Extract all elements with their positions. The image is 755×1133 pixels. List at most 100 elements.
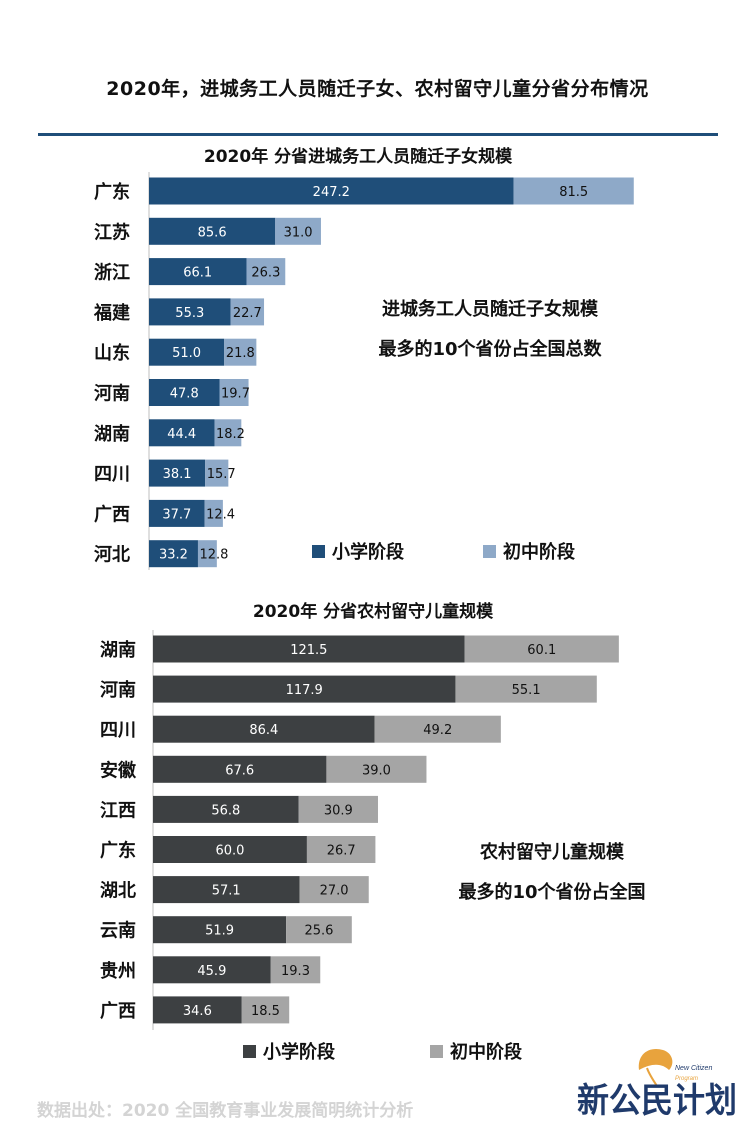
bar-primary-school [153, 996, 242, 1024]
bar-junior-high [270, 956, 321, 984]
value-label-junior: 12.8 [199, 548, 228, 563]
value-label-junior: 18.5 [251, 1004, 280, 1019]
value-label-junior: 21.8 [226, 346, 255, 361]
value-label-junior: 15.7 [207, 467, 236, 482]
value-label-junior: 25.6 [304, 924, 333, 939]
bar-junior-high [298, 795, 378, 823]
bar-primary-school [149, 499, 205, 527]
logo-subtext: New Citizen [675, 1065, 712, 1072]
category-label: 河南 [94, 383, 130, 405]
category-label: 江西 [100, 800, 136, 821]
bar-primary-school [149, 540, 198, 568]
value-label-junior: 22.7 [233, 306, 262, 321]
value-label-junior: 39.0 [362, 763, 391, 778]
value-label-primary: 85.6 [198, 225, 227, 240]
value-label-junior: 81.5 [559, 185, 588, 200]
value-label-primary: 57.1 [212, 884, 241, 899]
legend-swatch [243, 1045, 256, 1058]
page-title: 2020年，进城务工人员随迁子女、农村留守儿童分省分布情况 [106, 78, 649, 100]
category-label: 浙江 [94, 262, 130, 284]
value-label-junior: 31.0 [284, 225, 313, 240]
category-label: 湖北 [100, 881, 136, 902]
category-label: 云南 [100, 920, 136, 942]
bar-primary-school [153, 836, 307, 863]
category-label: 四川 [100, 720, 136, 741]
value-label-junior: 27.0 [320, 884, 349, 899]
value-label-primary: 56.8 [211, 803, 240, 818]
value-label-primary: 45.9 [197, 964, 226, 979]
legend-label: 小学阶段 [263, 1041, 336, 1063]
bar-primary-school [153, 876, 300, 904]
category-label: 广东 [100, 840, 136, 862]
bar-primary-school [153, 916, 287, 944]
value-label-junior: 26.7 [327, 844, 356, 859]
value-label-primary: 121.5 [290, 643, 327, 658]
category-label: 四川 [94, 464, 130, 485]
value-label-primary: 117.9 [286, 683, 323, 698]
chart-title: 2020年 分省农村留守儿童规模 [253, 601, 494, 622]
category-label: 河北 [94, 545, 130, 566]
category-label: 湖南 [94, 423, 130, 445]
bar-junior-high [241, 996, 290, 1024]
bar-junior-high [326, 755, 427, 783]
bar-primary-school [153, 715, 375, 743]
value-label-junior: 49.2 [423, 723, 452, 738]
value-label-junior: 19.3 [281, 964, 310, 979]
bar-primary-school [149, 338, 225, 366]
bar-junior-high [204, 499, 223, 527]
legend-label: 初中阶段 [450, 1041, 523, 1063]
bar-junior-high [464, 635, 619, 663]
bar-primary-school [149, 298, 231, 326]
value-label-primary: 60.0 [215, 844, 244, 859]
bar-junior-high [286, 916, 352, 944]
bar-junior-high [205, 459, 229, 487]
legend-label: 初中阶段 [503, 541, 576, 563]
bar-junior-high [219, 379, 249, 406]
new-citizen-program-logo: New Citizen Program 新公民计划 [577, 1048, 737, 1120]
value-label-junior: 26.3 [251, 266, 280, 281]
bar-primary-school [149, 379, 220, 406]
value-label-primary: 55.3 [175, 306, 204, 321]
bar-junior-high [374, 715, 501, 743]
bar-junior-high [513, 177, 634, 205]
bar-junior-high [306, 836, 376, 863]
value-label-junior: 30.9 [324, 803, 353, 818]
value-label-primary: 38.1 [163, 467, 192, 482]
bar-primary-school [149, 177, 514, 205]
category-label: 广东 [94, 181, 130, 203]
bar-primary-school [149, 258, 247, 286]
category-label: 江苏 [94, 221, 130, 243]
category-label: 福建 [93, 302, 130, 324]
category-label: 安徽 [100, 759, 137, 781]
bar-junior-high [214, 419, 242, 447]
category-label: 河南 [100, 679, 136, 701]
data-source-note: 数据出处：2020 全国教育事业发展简明统计分析 [37, 1101, 414, 1121]
value-label-primary: 33.2 [159, 548, 188, 563]
chart-annotation: 最多的10个省份占全国总数 [378, 338, 602, 360]
category-label: 山东 [94, 342, 130, 364]
bar-primary-school [153, 675, 456, 703]
bar-junior-high [246, 258, 286, 286]
svg-text:Program: Program [675, 1076, 698, 1082]
chart-title: 2020年 分省进城务工人员随迁子女规模 [204, 146, 513, 167]
value-label-junior: 60.1 [527, 643, 556, 658]
bar-primary-school [149, 459, 206, 487]
category-label: 广西 [100, 1000, 136, 1022]
title-divider [38, 133, 718, 136]
category-label: 贵州 [100, 961, 136, 982]
value-label-junior: 55.1 [512, 683, 541, 698]
chart-annotation: 最多的10个省份占全国 [458, 881, 645, 903]
legend-label: 小学阶段 [332, 541, 405, 563]
value-label-junior: 18.2 [216, 427, 245, 442]
legend-swatch [312, 545, 325, 558]
bar-primary-school [149, 419, 215, 447]
ginkgo-leaf-icon [638, 1048, 673, 1087]
bar-primary-school [153, 755, 327, 783]
bar-junior-high [275, 217, 321, 245]
value-label-primary: 47.8 [170, 387, 199, 402]
value-label-junior: 19.7 [221, 387, 250, 402]
bar-primary-school [153, 956, 271, 984]
value-label-primary: 86.4 [249, 723, 278, 738]
